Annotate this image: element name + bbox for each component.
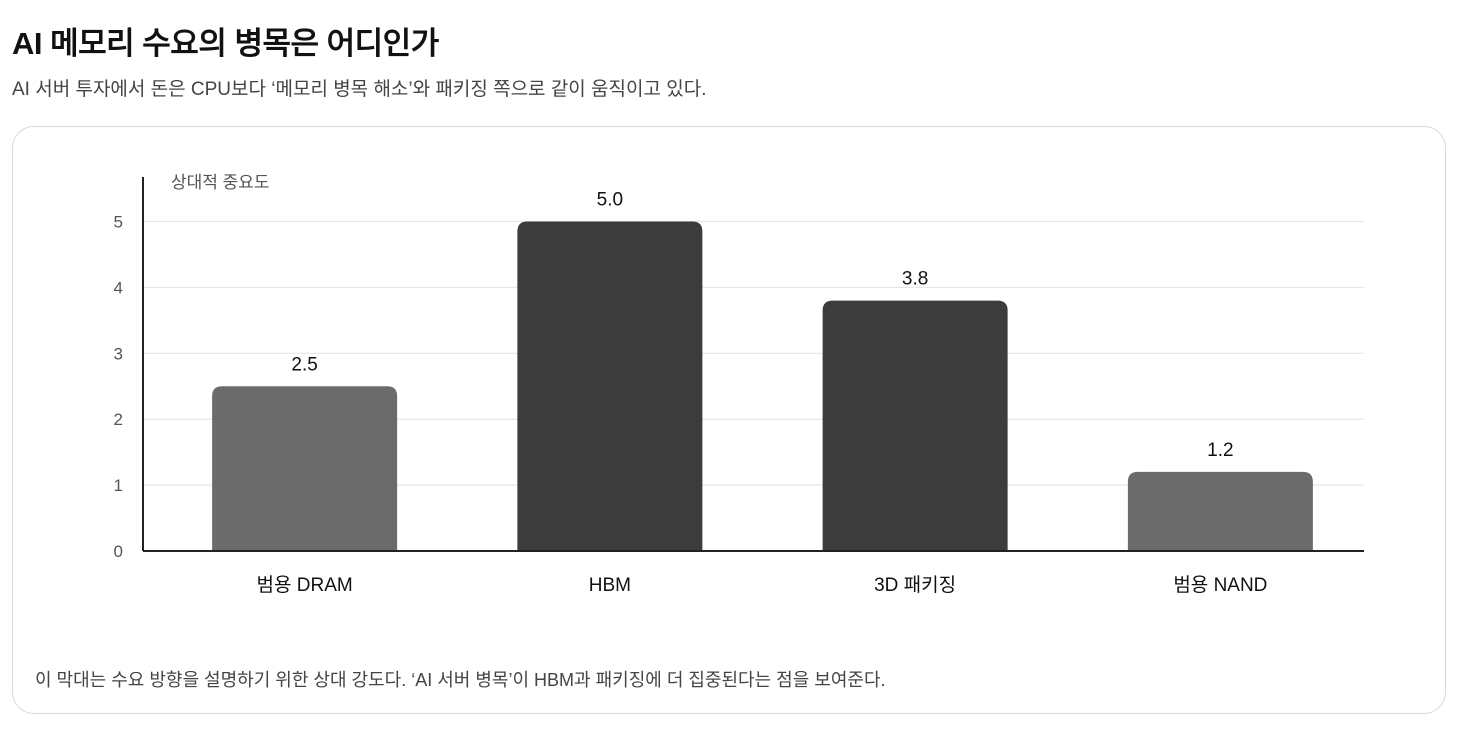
page-subtitle: AI 서버 투자에서 돈은 CPU보다 ‘메모리 병목 해소’와 패키징 쪽으로… <box>12 79 707 100</box>
bar-value-label: 2.5 <box>291 354 317 375</box>
chart-note: 이 막대는 수요 방향을 설명하기 위한 상대 강도다. ‘AI 서버 병목’이… <box>35 670 886 690</box>
bar <box>1127 471 1313 551</box>
x-tick-label: 범용 DRAM <box>257 574 353 596</box>
page-title: AI 메모리 수요의 병목은 어디인가 <box>12 26 439 61</box>
y-tick-label: 2 <box>114 410 123 429</box>
y-tick-label: 3 <box>114 344 123 363</box>
bar-value-label: 3.8 <box>902 269 928 290</box>
bar-chart: 0 1 2 3 4 5 2.5 범용 DRAM 5.0 HBM 3.8 3D 패키징 1.2 범용 NAN… <box>114 173 1364 596</box>
chart-card: 0 1 2 3 4 5 2.5 범용 DRAM 5.0 HBM 3.8 3D 패키징 1.2 범용 NAN… <box>12 126 1446 714</box>
bar-value-label: 1.2 <box>1207 440 1233 461</box>
label-layer: 0 1 2 3 4 5 2.5 범용 DRAM 5.0 HBM 3.8 3D 패키징 1.2 범용 NAN… <box>114 173 1268 596</box>
bar <box>517 221 703 551</box>
y-tick-label: 1 <box>114 476 123 495</box>
bar <box>822 300 1008 551</box>
x-tick-label: HBM <box>589 575 631 596</box>
y-tick-label: 0 <box>114 542 123 561</box>
y-tick-label: 4 <box>114 278 123 297</box>
axis-layer <box>142 177 1364 552</box>
x-tick-label: 3D 패키징 <box>874 574 956 596</box>
bar-layer <box>212 221 1313 551</box>
y-axis-title: 상대적 중요도 <box>171 173 270 192</box>
x-tick-label: 범용 NAND <box>1173 574 1267 596</box>
bar <box>212 386 398 551</box>
bar-value-label: 5.0 <box>597 190 623 211</box>
y-tick-label: 5 <box>114 213 123 232</box>
